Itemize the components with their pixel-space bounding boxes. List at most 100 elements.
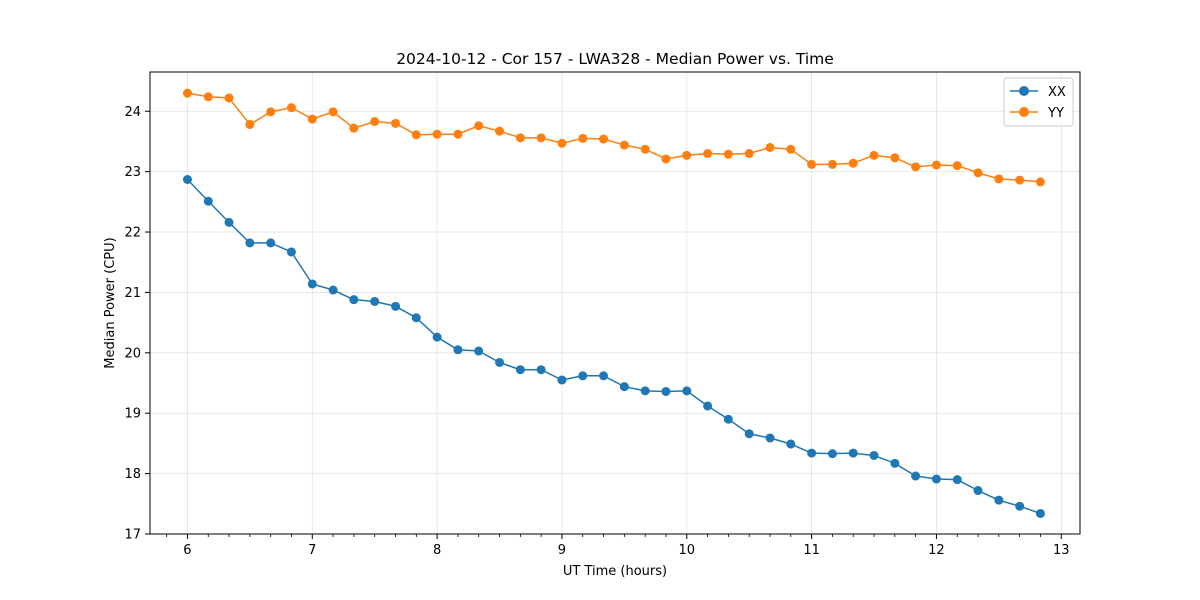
data-point-xx (474, 346, 484, 356)
x-tick-label: 13 (1053, 543, 1070, 558)
data-point-yy (266, 107, 276, 117)
data-point-xx (245, 238, 255, 248)
data-point-yy (807, 159, 817, 169)
data-point-yy (245, 120, 255, 130)
x-tick-label: 11 (803, 543, 820, 558)
data-point-xx (1015, 501, 1025, 511)
y-tick-label: 21 (124, 286, 141, 301)
data-point-xx (453, 345, 463, 355)
legend-label-xx: XX (1048, 85, 1066, 100)
data-point-xx (599, 371, 609, 381)
chart-title: 2024-10-12 - Cor 157 - LWA328 - Median P… (396, 50, 834, 68)
data-point-xx (515, 365, 525, 375)
legend: XX YY (1003, 77, 1074, 127)
data-point-yy (1015, 175, 1025, 185)
series-layer (182, 88, 1045, 518)
data-point-xx (682, 386, 692, 396)
data-point-xx (661, 386, 671, 396)
data-point-yy (973, 168, 983, 178)
data-point-yy (682, 150, 692, 160)
y-tick-label: 17 (124, 528, 141, 543)
x-tick-label: 10 (679, 543, 696, 558)
data-point-xx (619, 382, 629, 392)
data-point-xx (827, 449, 837, 459)
data-point-yy (703, 149, 713, 159)
data-point-yy (578, 133, 588, 143)
data-point-yy (1035, 177, 1045, 187)
data-point-xx (703, 401, 713, 411)
data-point-xx (578, 371, 588, 381)
data-point-yy (890, 153, 900, 163)
data-point-yy (786, 144, 796, 154)
legend-label-yy: YY (1047, 106, 1064, 121)
data-point-xx (890, 458, 900, 468)
data-point-yy (453, 129, 463, 139)
data-point-xx (869, 450, 879, 460)
data-point-xx (203, 196, 213, 206)
data-point-xx (765, 433, 775, 443)
x-axis-label: UT Time (hours) (563, 564, 667, 579)
data-point-yy (827, 159, 837, 169)
data-point-xx (536, 365, 546, 375)
data-point-yy (869, 150, 879, 160)
data-point-xx (286, 247, 296, 257)
x-tick-label: 7 (308, 543, 316, 558)
data-point-xx (224, 217, 234, 227)
data-point-yy (619, 140, 629, 150)
series-line-xx (186, 178, 1041, 515)
y-tick-label: 23 (124, 165, 141, 180)
data-point-yy (911, 162, 921, 172)
data-point-yy (474, 121, 484, 131)
data-point-yy (536, 133, 546, 143)
data-point-xx (994, 495, 1004, 505)
data-point-yy (599, 134, 609, 144)
data-point-xx (370, 296, 380, 306)
x-tick-label: 8 (433, 543, 441, 558)
data-point-xx (1035, 508, 1045, 518)
data-point-yy (515, 133, 525, 143)
legend-marker-xx (1019, 86, 1029, 96)
data-point-xx (952, 475, 962, 485)
data-point-xx (723, 414, 733, 424)
y-tick-label: 24 (124, 105, 141, 120)
data-point-yy (203, 92, 213, 102)
data-point-yy (848, 158, 858, 168)
data-point-yy (723, 149, 733, 159)
axis-ticks: 6 7 8 9 10 11 12 13 17 18 19 20 21 22 23 24 (124, 105, 1069, 558)
data-point-xx (931, 474, 941, 484)
data-point-yy (557, 138, 567, 148)
data-point-yy (931, 160, 941, 170)
data-point-yy (224, 93, 234, 103)
data-point-yy (349, 123, 359, 133)
data-point-yy (661, 154, 671, 164)
data-point-xx (640, 386, 650, 396)
y-tick-label: 18 (124, 467, 141, 482)
data-point-xx (328, 285, 338, 295)
y-tick-label: 22 (124, 226, 141, 241)
data-point-yy (640, 144, 650, 154)
data-point-xx (411, 313, 421, 323)
x-tick-label: 9 (558, 543, 566, 558)
data-point-yy (182, 88, 192, 98)
data-point-xx (807, 448, 817, 458)
data-point-yy (765, 142, 775, 152)
data-point-yy (744, 149, 754, 159)
data-point-xx (911, 471, 921, 481)
legend-marker-yy (1019, 107, 1029, 117)
data-point-yy (994, 174, 1004, 184)
data-point-yy (495, 126, 505, 136)
data-point-xx (744, 429, 754, 439)
data-point-xx (266, 238, 276, 248)
data-point-xx (557, 375, 567, 385)
data-point-xx (495, 357, 505, 367)
grid (150, 72, 1080, 535)
data-point-yy (307, 114, 317, 124)
data-point-yy (952, 161, 962, 171)
data-point-xx (391, 301, 401, 311)
data-point-xx (349, 295, 359, 305)
data-point-xx (786, 439, 796, 449)
y-tick-label: 19 (124, 407, 141, 422)
y-axis-label: Median Power (CPU) (103, 237, 118, 368)
data-point-yy (432, 129, 442, 139)
